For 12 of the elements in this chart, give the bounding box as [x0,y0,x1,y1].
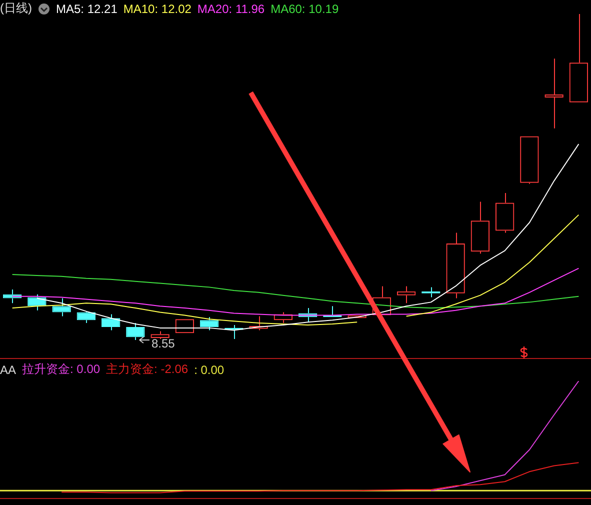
text: MA60: 10.19 [270,2,339,16]
chart-title: AA [0,362,16,376]
annotation: 8.55 [151,336,176,350]
text: MA5: 12.21 [56,2,118,16]
chart-title: (日线) [0,0,32,17]
text: MA10: 12.02 [123,2,192,16]
text: 主力资金: -2.06 [106,361,188,378]
ref-line-label: : 0.00 [194,362,224,376]
candlestick [52,298,71,317]
text: 拉升资金: 0.00 [22,361,100,378]
text: MA20: 11.96 [197,2,265,16]
candlestick [101,314,120,331]
